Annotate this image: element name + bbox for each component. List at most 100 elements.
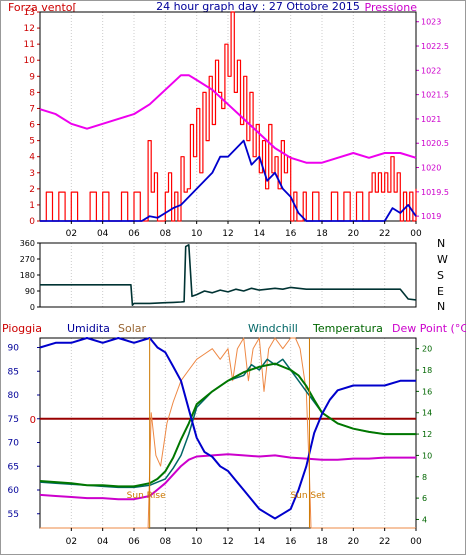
wind-tick-label: 4 bbox=[29, 153, 35, 163]
compass-label: S bbox=[437, 269, 444, 282]
temp-x-tick-label: 10 bbox=[191, 537, 203, 547]
wind-x-tick-label: 02 bbox=[66, 229, 77, 239]
pressure-tick-label: 1022.5 bbox=[421, 42, 449, 51]
humidity-label: Umidita bbox=[67, 322, 110, 335]
temp-tick-label: 12 bbox=[422, 430, 432, 439]
wind-tick-label: 9 bbox=[29, 72, 35, 82]
direction-tick-label: 90 bbox=[25, 287, 35, 296]
temp-x-tick-label: 04 bbox=[97, 537, 109, 547]
direction-tick-label: 360 bbox=[20, 239, 35, 248]
humidity-tick-label: 75 bbox=[8, 415, 19, 425]
sunrise-label: Sun Rise bbox=[127, 491, 166, 501]
wind-tick-label: 8 bbox=[29, 88, 35, 98]
direction-tick-label: 0 bbox=[30, 303, 35, 312]
temp-tick-label: 10 bbox=[422, 451, 432, 460]
compass-label: N bbox=[437, 237, 445, 250]
humidity-line bbox=[39, 337, 416, 520]
compass-label: N bbox=[437, 300, 445, 313]
direction-plot-frame bbox=[39, 242, 417, 308]
temp-x-tick-label: 14 bbox=[254, 537, 266, 547]
pressure-tick-label: 1020.5 bbox=[421, 139, 449, 148]
temperature-line bbox=[39, 362, 416, 488]
humidity-tick-label: 70 bbox=[8, 439, 20, 449]
direction-series bbox=[40, 244, 417, 307]
temp-tick-label: 4 bbox=[422, 515, 427, 524]
pressure-tick-label: 1019 bbox=[421, 212, 441, 221]
temp-x-tick-label: 12 bbox=[222, 537, 233, 547]
temp-tick-label: 18 bbox=[422, 366, 432, 375]
temperature-label: Temperatura bbox=[312, 322, 383, 335]
wind-x-tick-label: 08 bbox=[160, 229, 172, 239]
wind-x-tick-label: 10 bbox=[191, 229, 203, 239]
wind-x-tick-label: 00 bbox=[410, 229, 422, 239]
windchill-label: Windchill bbox=[248, 322, 298, 335]
humidity-tick-label: 65 bbox=[8, 462, 19, 472]
wind-x-tick-label: 14 bbox=[254, 229, 266, 239]
pressure-tick-label: 1021 bbox=[421, 115, 441, 124]
humidity-tick-label: 90 bbox=[8, 344, 20, 354]
humidity-tick-label: 60 bbox=[8, 486, 20, 496]
wind-x-tick-label: 20 bbox=[348, 229, 360, 239]
wind-tick-label: 2 bbox=[29, 185, 35, 195]
wind-direction-line bbox=[40, 244, 417, 307]
temp-tick-label: 6 bbox=[422, 494, 427, 503]
pressure-tick-label: 1020 bbox=[421, 164, 441, 173]
rain-zero-label: 0 bbox=[30, 415, 36, 426]
wind-x-tick-label: 18 bbox=[316, 229, 328, 239]
direction-tick-label: 180 bbox=[20, 271, 35, 280]
dewpoint-line bbox=[39, 453, 416, 501]
wind-tick-label: 1 bbox=[29, 201, 35, 211]
wind-tick-label: 0 bbox=[29, 217, 35, 227]
pressure-tick-label: 1021.5 bbox=[421, 91, 449, 100]
sunset-label: Sun Set bbox=[290, 491, 325, 501]
pressure-tick-label: 1022 bbox=[421, 66, 441, 75]
humidity-tick-label: 85 bbox=[8, 367, 19, 377]
pressure-line bbox=[39, 74, 417, 164]
temp-tick-label: 20 bbox=[422, 345, 432, 354]
wind-x-axis: 02 04 06 08 10 12 14 16 18 20 22 00 bbox=[66, 221, 422, 239]
temp-x-tick-label: 18 bbox=[316, 537, 328, 547]
temp-x-tick-label: 16 bbox=[285, 537, 297, 547]
temp-x-tick-label: 08 bbox=[160, 537, 172, 547]
humidity-y-axis: 55 60 65 70 75 80 85 90 bbox=[8, 344, 40, 520]
compass-label: E bbox=[437, 285, 444, 298]
pressure-tick-label: 1023 bbox=[421, 18, 441, 27]
temp-x-axis: 02 04 06 08 10 12 14 16 18 20 22 00 bbox=[66, 528, 422, 547]
dewpoint-label: Dew Point (°C) bbox=[392, 322, 466, 335]
solar-line bbox=[40, 337, 416, 529]
pressure-axis-label: Pressione bbox=[365, 1, 418, 14]
humidity-tick-label: 55 bbox=[8, 510, 19, 520]
temp-tick-label: 8 bbox=[422, 473, 427, 482]
wind-x-tick-label: 22 bbox=[379, 229, 390, 239]
wind-x-tick-label: 04 bbox=[97, 229, 109, 239]
temp-tick-label: 16 bbox=[422, 387, 432, 396]
graph-title: 24 hour graph day : 27 Ottobre 2015 bbox=[156, 0, 360, 13]
wind-axis-label: Forza vento[ bbox=[8, 1, 77, 14]
wind-tick-label: 5 bbox=[29, 137, 35, 147]
wind-tick-label: 3 bbox=[29, 169, 35, 179]
wind-tick-label: 13 bbox=[24, 8, 35, 18]
pressure-tick-label: 1019.5 bbox=[421, 188, 449, 197]
wind-tick-label: 11 bbox=[24, 40, 35, 50]
humidity-tick-label: 80 bbox=[8, 391, 20, 401]
wind-x-tick-label: 06 bbox=[128, 229, 140, 239]
temp-tick-label: 14 bbox=[422, 409, 432, 418]
temp-x-tick-label: 02 bbox=[66, 537, 77, 547]
temp-x-tick-label: 22 bbox=[379, 537, 390, 547]
wind-tick-label: 6 bbox=[29, 121, 35, 131]
temp-x-tick-label: 20 bbox=[348, 537, 360, 547]
rain-label: Pioggia bbox=[2, 322, 42, 335]
wind-average-line bbox=[40, 139, 417, 222]
pressure-y-axis: 1019 1019.5 1020 1020.5 1021 1021.5 1022 1022.5… bbox=[416, 18, 449, 221]
temp-x-tick-label: 00 bbox=[410, 537, 422, 547]
compass-label: W bbox=[437, 253, 448, 266]
wind-x-tick-label: 16 bbox=[285, 229, 297, 239]
wind-x-tick-label: 12 bbox=[222, 229, 233, 239]
wind-pressure-series bbox=[39, 11, 417, 222]
direction-tick-label: 270 bbox=[20, 255, 35, 264]
temp-series bbox=[39, 337, 416, 529]
